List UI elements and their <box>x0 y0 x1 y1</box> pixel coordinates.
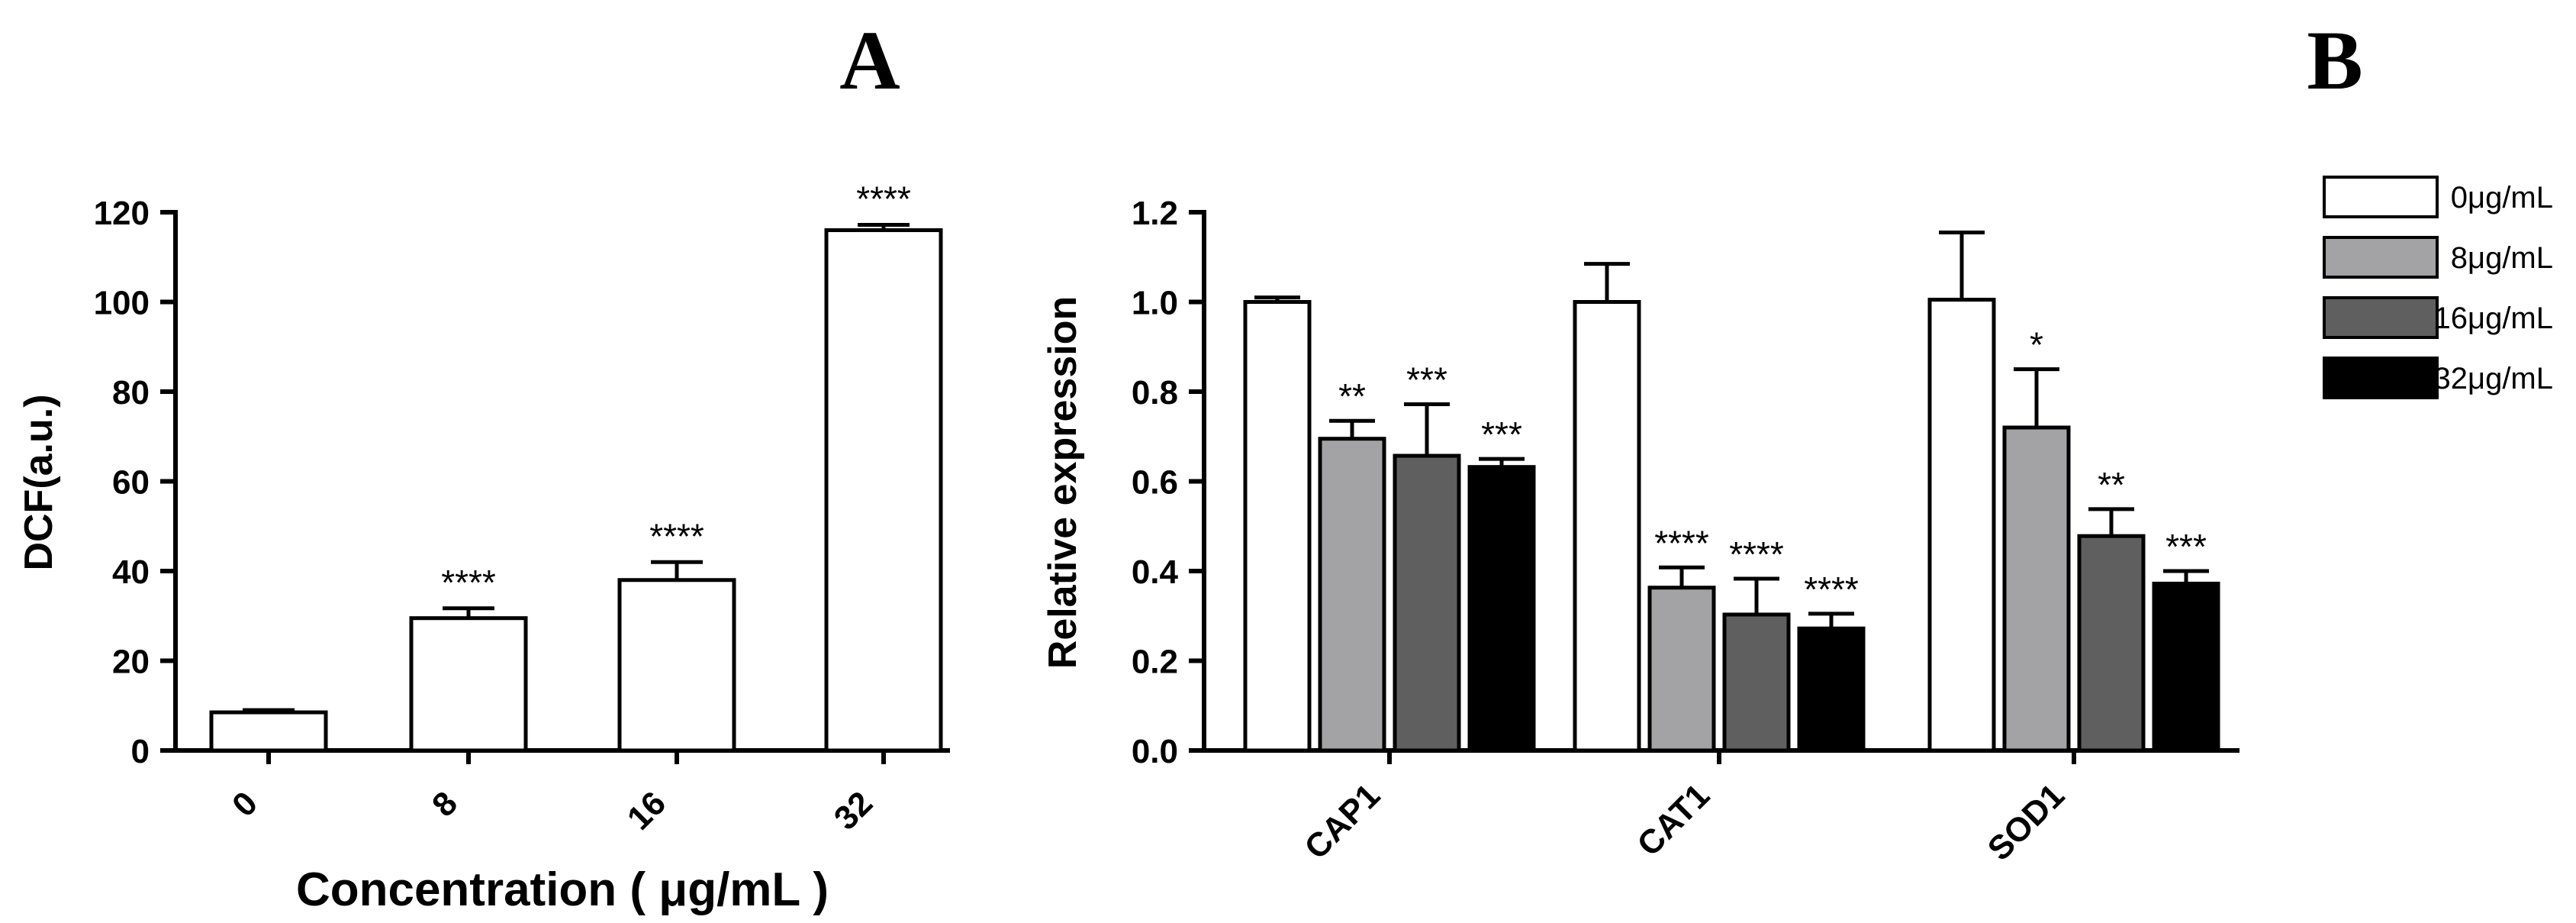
a-bar-16 <box>617 578 736 753</box>
b-bar-CAP1-3 <box>1467 465 1536 753</box>
b-y-tick-label: 0.6 <box>1132 464 1178 502</box>
b-bar-CAT1-1 <box>1647 586 1716 753</box>
b-bar-SOD1-1 <box>2002 425 2071 753</box>
b-y-tick-label: 0.2 <box>1132 644 1178 681</box>
a-bar-8 <box>409 616 528 753</box>
a-y-axis-label: DCF(a.u.) <box>17 394 61 570</box>
b-x-tick-label: SOD1 <box>1981 776 2072 867</box>
b-y-tick-label: 0.0 <box>1132 733 1178 770</box>
b-significance-CAT1-3: **** <box>1804 570 1859 609</box>
b-significance-SOD1-3: *** <box>2165 527 2207 566</box>
legend-label-3: 32μg/mL <box>2434 362 2553 395</box>
chart-b-relative-expression: 0.00.20.40.60.81.01.2** ******CAP1**** ***… <box>1041 195 2240 868</box>
b-bar-CAT1-3 <box>1797 626 1866 753</box>
b-significance-CAP1-1: ** <box>1338 376 1366 416</box>
a-significance-32: **** <box>856 179 911 218</box>
b-significance-CAP1-3: *** <box>1481 415 1522 454</box>
b-significance-SOD1-1: * <box>2030 325 2043 365</box>
b-significance-CAP1-2: *** <box>1406 360 1447 399</box>
legend-label-1: 8μg/mL <box>2451 241 2553 275</box>
b-y-tick-label: 0.4 <box>1132 553 1179 591</box>
legend-label-2: 16μg/mL <box>2434 302 2553 335</box>
b-bar-SOD1-2 <box>2077 534 2146 753</box>
legend-label-0: 0μg/mL <box>2451 181 2553 215</box>
a-x-tick-label: 0 <box>225 784 265 824</box>
b-y-tick-label: 0.8 <box>1132 374 1178 411</box>
b-y-tick-label: 1.0 <box>1132 285 1178 322</box>
legend-swatch-2 <box>2323 296 2439 339</box>
b-significance-CAT1-2: **** <box>1729 534 1784 574</box>
b-bar-CAP1-0 <box>1243 300 1312 753</box>
a-y-tick-label: 120 <box>94 195 150 232</box>
b-bar-CAP1-1 <box>1318 437 1386 753</box>
b-bar-CAP1-2 <box>1393 453 1461 753</box>
a-x-tick-label: 32 <box>827 784 880 837</box>
chart-a-dcf: 0 20 40 60 80 100 120 0 **** 8 **** 16 **** 32 Concent… <box>17 179 950 916</box>
b-x-tick-label: CAP1 <box>1297 776 1387 867</box>
a-y-tick-label: 20 <box>112 644 150 681</box>
b-bar-CAT1-2 <box>1722 612 1791 753</box>
b-x-tick-label: CAT1 <box>1630 776 1717 863</box>
a-x-axis-label: Concentration ( μg/mL ) <box>296 863 829 916</box>
b-significance-CAT1-1: **** <box>1654 523 1709 563</box>
a-y-tick-label: 40 <box>112 553 150 591</box>
a-bar-0 <box>209 710 328 753</box>
legend-swatch-3 <box>2323 357 2439 399</box>
a-significance-16: **** <box>649 516 704 556</box>
panel-label-b: B <box>2307 14 2362 107</box>
a-y-tick-label: 0 <box>131 733 150 770</box>
legend-swatch-0 <box>2323 176 2439 218</box>
b-bar-SOD1-0 <box>1927 298 1996 753</box>
b-y-tick-label: 1.2 <box>1132 195 1178 232</box>
a-x-tick-label: 8 <box>425 784 465 824</box>
a-y-tick-label: 100 <box>94 285 150 322</box>
a-bar-32 <box>824 228 943 753</box>
b-y-axis-label: Relative expression <box>1041 296 1085 669</box>
a-y-tick-label: 60 <box>112 464 150 502</box>
b-bar-CAT1-0 <box>1573 300 1641 753</box>
legend-swatch-1 <box>2323 236 2439 279</box>
panel-label-a: A <box>839 14 900 107</box>
b-bar-SOD1-3 <box>2152 581 2220 753</box>
a-x-tick-label: 16 <box>620 784 673 837</box>
b-significance-SOD1-2: ** <box>2098 465 2125 505</box>
chart-b-legend: 0μg/mL 8μg/mL 16μg/mL 32μg/mL <box>2323 176 2553 399</box>
a-significance-8: **** <box>441 563 496 602</box>
a-y-tick-label: 80 <box>112 374 150 411</box>
